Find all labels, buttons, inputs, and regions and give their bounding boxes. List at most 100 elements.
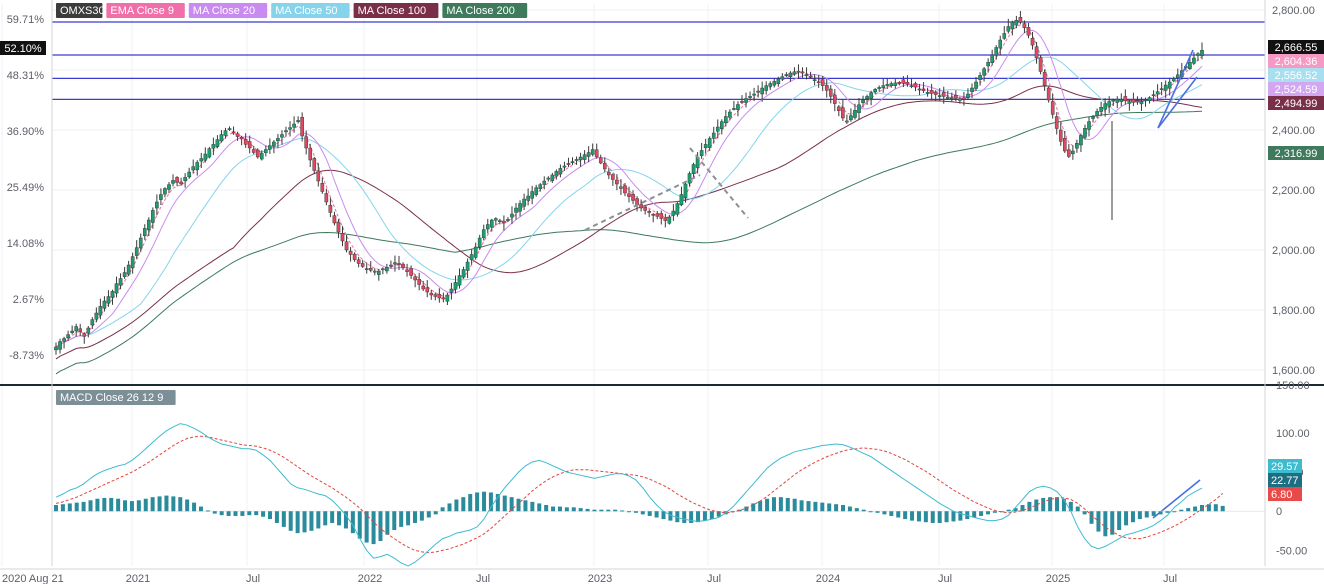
candle-body [465, 261, 470, 271]
macd-histogram-bar [240, 511, 245, 516]
trendline-dashed [689, 147, 749, 219]
candle-body [179, 181, 183, 185]
macd-histogram-bar [854, 508, 859, 512]
macd-histogram-bar [937, 511, 942, 523]
candle-body [736, 104, 740, 110]
macd-histogram-bar [696, 511, 701, 523]
candle-body [845, 120, 849, 123]
candle-body [506, 219, 510, 221]
candle-body [929, 90, 934, 94]
candle-body [453, 282, 458, 290]
legend-item[interactable] [442, 3, 528, 18]
macd-histogram-bar [323, 511, 328, 526]
candle-body [978, 75, 982, 80]
macd-histogram-bar [171, 496, 176, 512]
macd-histogram-bar [495, 494, 500, 512]
ma50-value-tag-text: 2,556.52 [1275, 70, 1318, 82]
candle-body [1022, 23, 1027, 28]
macd-histogram-bar [357, 511, 362, 539]
macd-histogram-bar [599, 509, 604, 512]
candle-body [667, 216, 672, 224]
axes [0, 0, 1324, 570]
legend-item[interactable] [56, 3, 103, 18]
candle-body [437, 294, 442, 299]
signal-value-tag-text: 22.77 [1271, 475, 1299, 487]
candle-body [514, 207, 518, 213]
candle-body [397, 263, 401, 265]
candle-body [631, 193, 635, 201]
candle-body [320, 183, 325, 192]
candle-body [171, 180, 175, 184]
macd-histogram-bar [274, 511, 279, 523]
candle-body [607, 171, 611, 176]
candle-body [377, 270, 381, 275]
legend: OMXS30 EMA Close 9 MA Close 20 MA Close 50 M… [56, 3, 528, 405]
candle-body [94, 312, 99, 320]
macd-histogram-bar [647, 511, 652, 516]
candle-body [1135, 100, 1140, 103]
channel-line-upper [1157, 49, 1194, 129]
candle-body [344, 241, 349, 251]
candle-body [998, 39, 1003, 49]
legend-item[interactable] [106, 3, 185, 18]
candle-body [58, 341, 62, 350]
macd-histogram-bar [54, 504, 58, 512]
candle-body [1006, 26, 1011, 32]
macd-histogram-bar [1137, 511, 1142, 520]
macd-histogram-bar [1103, 511, 1108, 537]
macd-histogram-bar [392, 511, 397, 531]
candle-body [748, 96, 752, 98]
macd-histogram-bar [578, 508, 583, 512]
candle-body [1050, 101, 1055, 115]
candle-body [820, 79, 825, 86]
legend-item[interactable] [353, 3, 439, 18]
candle-body [490, 219, 494, 228]
macd-histogram-bar [557, 506, 562, 512]
candle-body [1091, 115, 1095, 119]
macd-histogram-bar [882, 511, 887, 515]
candle-body [167, 184, 171, 190]
candle-body [921, 89, 926, 91]
candle-body [578, 156, 583, 161]
candle-body [336, 221, 341, 233]
legend-label: MA Close 100 [358, 5, 426, 17]
candle-body [1058, 129, 1063, 142]
legend-item[interactable] [188, 3, 268, 18]
macd-histogram-bar [985, 511, 990, 515]
candle-body [235, 133, 240, 137]
macd-histogram-bar [475, 492, 480, 512]
macd-histogram-bar [1124, 511, 1129, 526]
candles [54, 11, 1204, 355]
candle-body [570, 161, 575, 163]
candle-body [340, 233, 345, 242]
legend-item[interactable] [271, 3, 350, 18]
candle-body [223, 130, 228, 136]
candle-body [389, 264, 393, 267]
candle-body [582, 154, 587, 160]
candle-body [360, 263, 365, 267]
candle-body [1139, 100, 1144, 105]
candle-body [974, 81, 978, 89]
candle-body [147, 219, 151, 231]
candle-body [647, 210, 651, 213]
macd-legend-item[interactable] [56, 390, 176, 405]
candle-body [950, 97, 954, 99]
macd-histogram-bar [295, 511, 300, 534]
ma20-value-tag [1268, 82, 1324, 96]
candle-body [1143, 99, 1148, 102]
x-tick-label: 2024 [816, 573, 840, 584]
candle-body [1127, 101, 1132, 104]
macd-histogram-bar [364, 511, 369, 543]
candle-body [1010, 21, 1015, 30]
macd-histogram-bar [1179, 509, 1184, 512]
macd-histogram-bar [281, 511, 286, 527]
candle-body [1171, 78, 1176, 82]
candle-body [792, 71, 797, 75]
candle-body [772, 81, 777, 86]
candle-body [385, 267, 389, 272]
candle-body [869, 92, 873, 99]
macd-histogram-bar [1061, 498, 1066, 512]
macd-histogram-bar [309, 511, 314, 531]
candle-body [812, 79, 817, 81]
